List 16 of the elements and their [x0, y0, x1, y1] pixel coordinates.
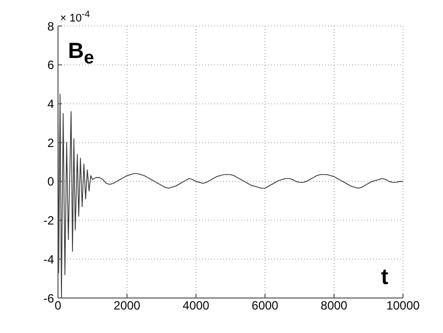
y-tick-label: 2 — [47, 136, 54, 150]
text: × 10$^{-4}$ — [60, 9, 90, 25]
y-tick-label: -4 — [43, 252, 54, 266]
y-axis-title: B$_{e}$ — [68, 38, 94, 68]
x-axis-title: t — [381, 264, 388, 290]
y-tick-label: 8 — [47, 19, 54, 34]
y-tick-label: 0 — [47, 174, 54, 189]
x-tick-label: 8000 — [320, 298, 348, 313]
y-tick-label: 6 — [47, 58, 54, 72]
x-tick-label: 4000 — [182, 298, 210, 313]
x-tick-label: 2000 — [114, 298, 141, 313]
y-tick-label: -6 — [43, 291, 54, 306]
y-tick-label: 4 — [47, 96, 54, 111]
y-tick-label: -2 — [43, 214, 54, 228]
x-tick-label: 6000 — [252, 298, 279, 313]
x-tick-label: 10000 — [386, 298, 420, 313]
